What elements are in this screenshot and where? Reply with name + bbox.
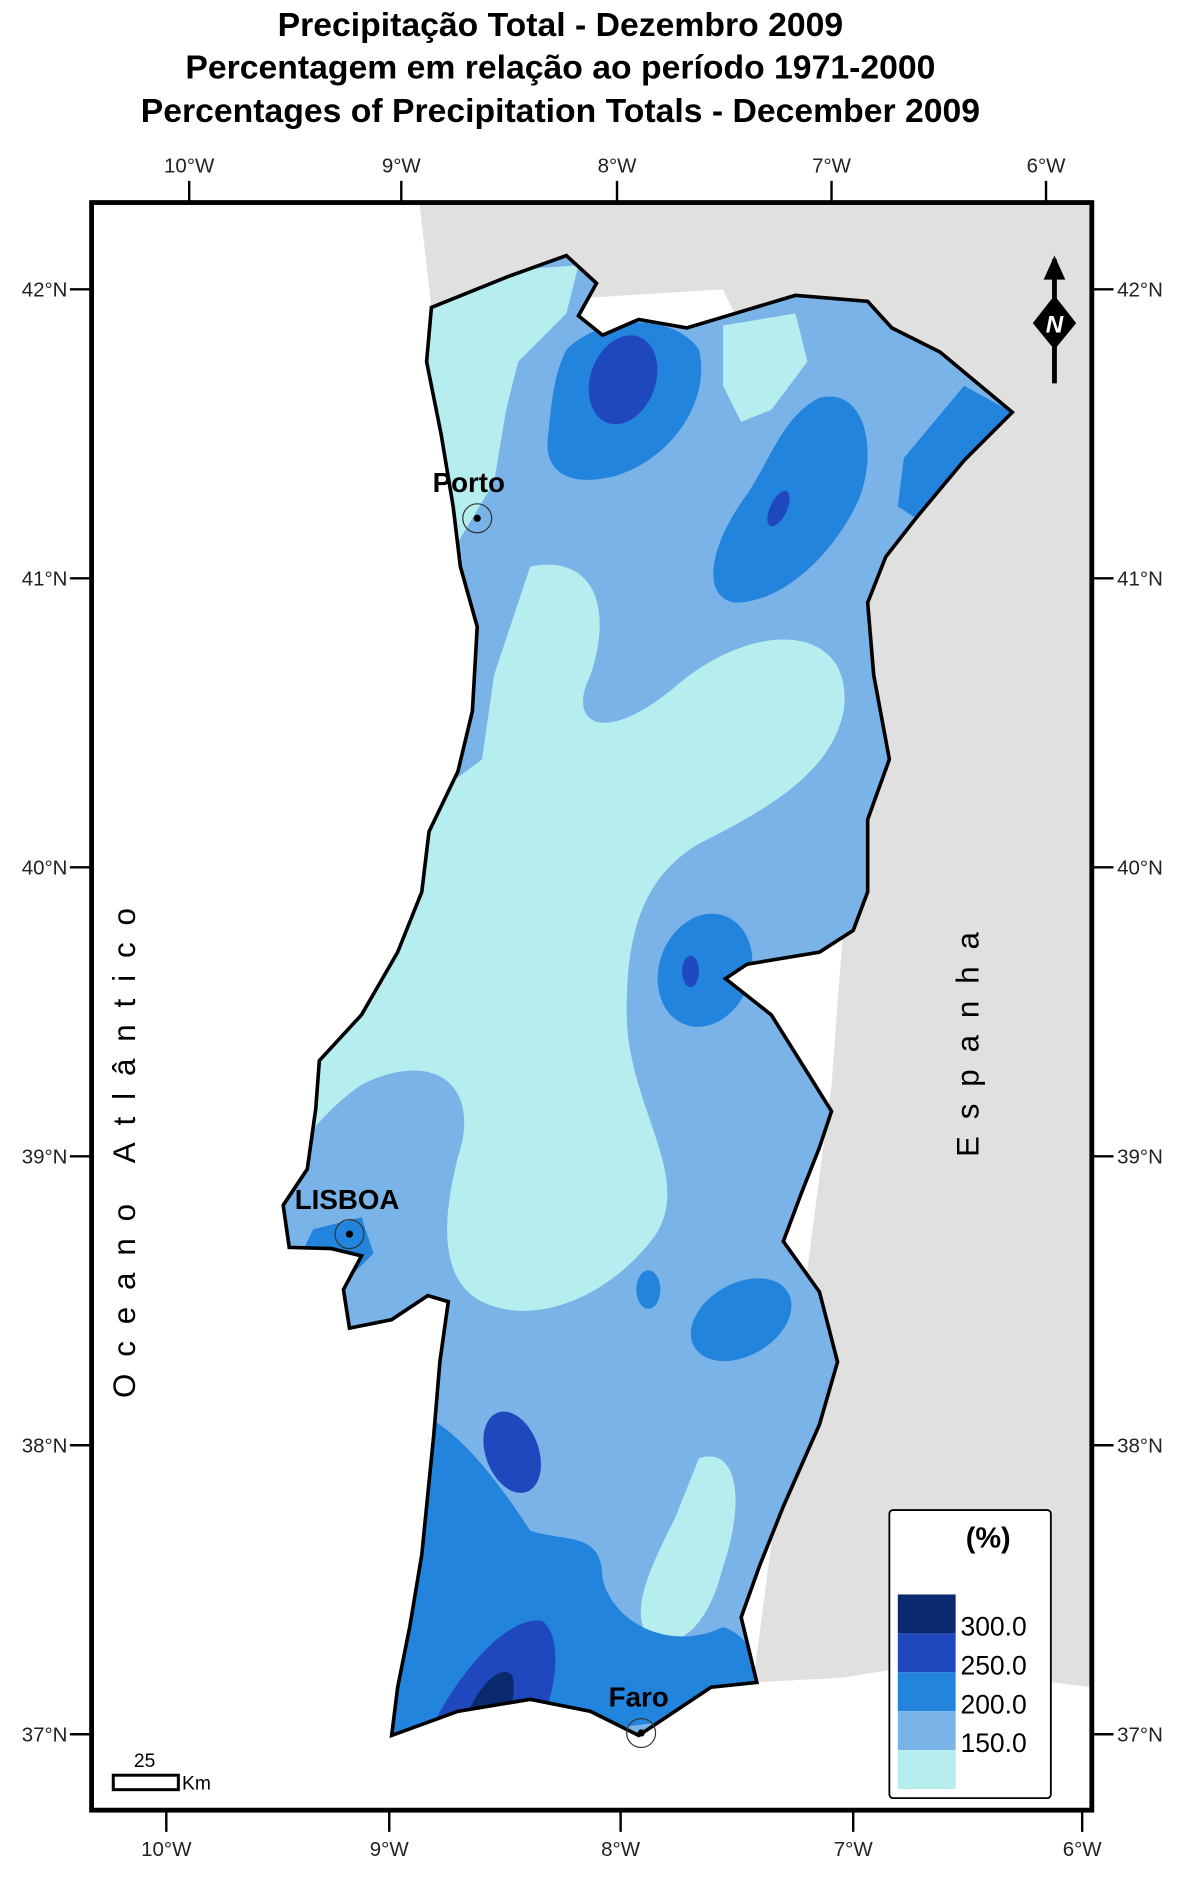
legend-label: 150.0 xyxy=(960,1728,1026,1758)
legend: (%) 300.0 250.0 200.0 150.0 xyxy=(888,1509,1052,1800)
lon-label: 6°W xyxy=(1027,154,1067,177)
lat-label: 40°N xyxy=(1117,857,1163,880)
map-frame xyxy=(89,200,1095,1813)
lat-label: 40°N xyxy=(22,857,68,880)
lon-label: 9°W xyxy=(370,1838,410,1861)
legend-label: 200.0 xyxy=(960,1689,1026,1719)
legend-swatch xyxy=(897,1633,956,1673)
legend-title: (%) xyxy=(966,1522,1011,1554)
lon-label: 8°W xyxy=(601,1838,641,1861)
lat-label: 37°N xyxy=(22,1723,68,1746)
scale-unit: Km xyxy=(182,1774,211,1795)
title-line: Precipitação Total - Dezembro 2009 xyxy=(278,6,844,44)
lat-label: 42°N xyxy=(22,279,68,302)
lat-label: 41°N xyxy=(1117,568,1163,591)
lon-label: 7°W xyxy=(812,154,852,177)
title-line: Percentagem em relação ao período 1971-2… xyxy=(185,48,935,86)
scale-distance: 25 xyxy=(134,1751,155,1772)
lon-label: 10°W xyxy=(141,1838,192,1861)
lon-label: 9°W xyxy=(382,154,422,177)
ocean-label: Oceano Atlântico xyxy=(107,891,142,1398)
lat-label: 41°N xyxy=(22,568,68,591)
city-label: LISBOA xyxy=(295,1184,400,1215)
scale-bar: 25 Km xyxy=(111,1751,211,1795)
legend-label: 300.0 xyxy=(960,1611,1026,1641)
city-markers xyxy=(334,503,657,1749)
city-label: Faro xyxy=(609,1682,669,1713)
lat-label: 39°N xyxy=(22,1146,68,1169)
graticule-labels: 10°W 10°W 9°W 9°W 8°W 8°W 7°W 7°W 6°W 6°W 42°N 42°N… xyxy=(22,154,1163,1861)
spain-area xyxy=(419,202,1092,1688)
lon-label: 10°W xyxy=(164,154,215,177)
legend-swatch xyxy=(897,1750,956,1790)
lat-label: 37°N xyxy=(1117,1723,1163,1746)
legend-swatch xyxy=(897,1711,956,1751)
lat-label: 42°N xyxy=(1117,279,1163,302)
north-arrow: N xyxy=(1032,255,1077,384)
titles: Precipitação Total - Dezembro 2009 Perce… xyxy=(141,6,980,130)
legend-swatch xyxy=(897,1672,956,1712)
legend-swatch xyxy=(897,1594,956,1634)
lon-label: 7°W xyxy=(834,1838,874,1861)
lat-label: 39°N xyxy=(1117,1146,1163,1169)
lat-label: 38°N xyxy=(1117,1434,1163,1457)
title-line: Percentages of Precipitation Totals - De… xyxy=(141,92,980,130)
lon-label: 6°W xyxy=(1063,1838,1103,1861)
lon-label: 8°W xyxy=(598,154,638,177)
spain-label: Espanha xyxy=(951,915,986,1157)
lat-label: 38°N xyxy=(22,1434,68,1457)
legend-label: 250.0 xyxy=(960,1650,1026,1680)
north-label: N xyxy=(1046,312,1064,339)
city-label: Porto xyxy=(433,467,505,498)
